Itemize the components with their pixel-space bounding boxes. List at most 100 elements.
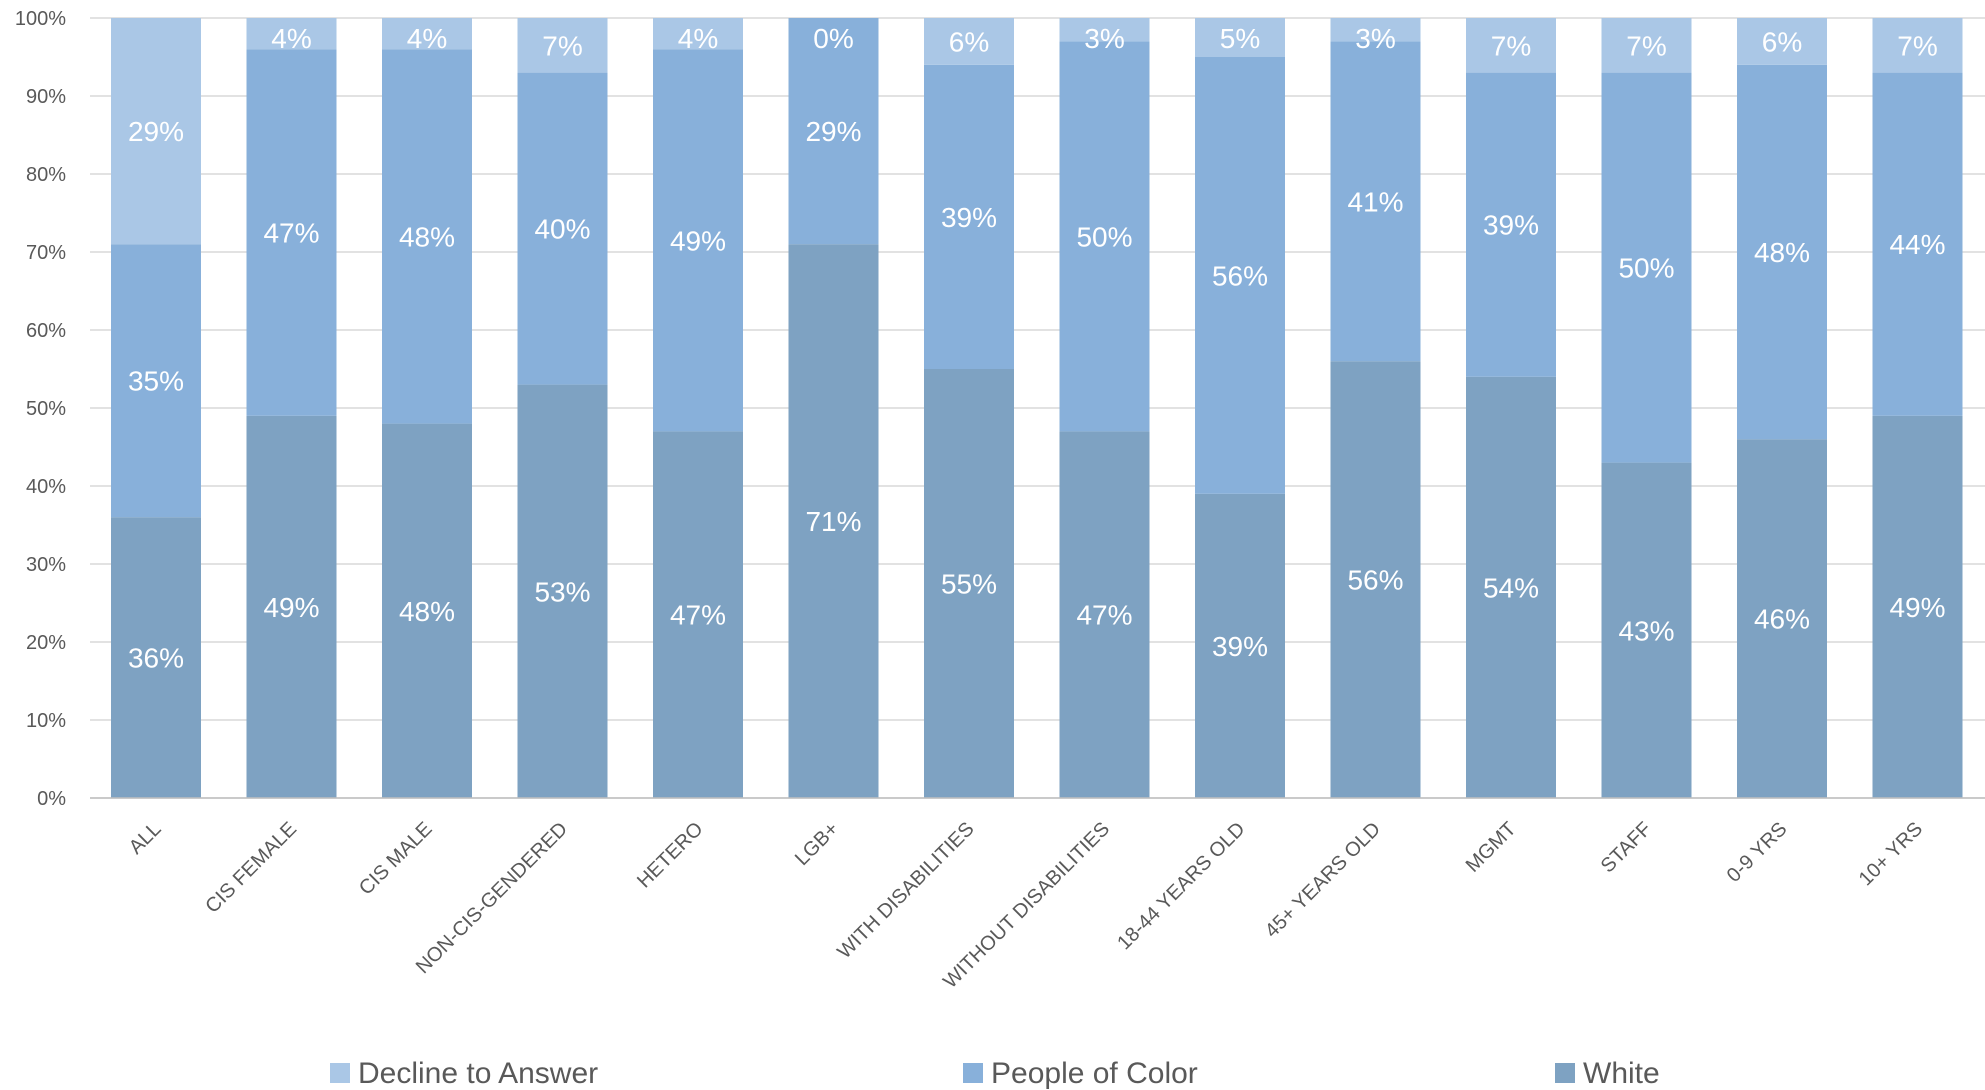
- data-label: 7%: [1491, 30, 1531, 61]
- data-label: 43%: [1618, 615, 1674, 646]
- bar-segment-white: [1059, 431, 1150, 798]
- data-label: 41%: [1347, 186, 1403, 217]
- bar-segment-white: [653, 431, 743, 798]
- data-label: 44%: [1889, 229, 1945, 260]
- bar-segment-decline-to-answer: [517, 18, 608, 73]
- data-label: 50%: [1618, 253, 1674, 284]
- data-label: 39%: [941, 202, 997, 233]
- bar-segment-people-of-color: [788, 18, 879, 245]
- bar-segment-white: [1737, 439, 1827, 798]
- legend-swatch: [963, 1063, 983, 1083]
- data-label: 54%: [1483, 572, 1539, 603]
- data-label: 7%: [1897, 30, 1937, 61]
- data-label: 56%: [1212, 260, 1268, 291]
- bar-segment-decline-to-answer: [1059, 18, 1150, 42]
- data-label: 39%: [1483, 210, 1539, 241]
- bar-segment-decline-to-answer: [653, 18, 743, 50]
- x-category-label: ALL: [125, 818, 166, 859]
- bar-segments: [111, 18, 1963, 798]
- data-label: 7%: [542, 30, 582, 61]
- bar-segment-people-of-color: [517, 72, 608, 385]
- data-label: 48%: [399, 596, 455, 627]
- data-label: 35%: [128, 366, 184, 397]
- bar-segment-people-of-color: [111, 244, 201, 518]
- bar-segment-white: [1872, 415, 1963, 798]
- y-tick-label: 80%: [26, 164, 66, 186]
- y-tick-label: 20%: [26, 632, 66, 654]
- bar-segment-people-of-color: [1601, 72, 1692, 463]
- data-label: 55%: [941, 569, 997, 600]
- bar-segment-decline-to-answer: [1737, 18, 1827, 65]
- y-tick-label: 50%: [26, 398, 66, 420]
- x-category-label: CIS MALE: [355, 818, 437, 900]
- x-category-label: NON-CIS-GENDERED: [412, 818, 572, 978]
- legend-label: Decline to Answer: [358, 1057, 598, 1090]
- data-label: 46%: [1754, 604, 1810, 635]
- bar-segment-people-of-color: [1330, 41, 1421, 362]
- bar-segment-decline-to-answer: [924, 18, 1014, 65]
- bar-segment-decline-to-answer: [1872, 18, 1963, 73]
- data-label: 53%: [534, 576, 590, 607]
- data-label: 3%: [1084, 23, 1124, 54]
- bar-segment-white: [1330, 361, 1421, 798]
- x-category-label: WITH DISABILITIES: [833, 818, 978, 963]
- y-tick-label: 10%: [26, 710, 66, 732]
- bar-segment-white: [246, 415, 337, 798]
- x-category-label: LGB+: [791, 818, 843, 870]
- bar-segment-white: [1601, 462, 1692, 798]
- data-label: 56%: [1347, 565, 1403, 596]
- data-label: 4%: [678, 23, 718, 54]
- data-label: 7%: [1626, 30, 1666, 61]
- y-tick-label: 90%: [26, 86, 66, 108]
- legend: Decline to Answer People of Color White: [330, 1057, 1660, 1090]
- x-category-label: MGMT: [1462, 818, 1521, 877]
- data-label: 4%: [271, 23, 311, 54]
- bar-segment-people-of-color: [1872, 72, 1963, 416]
- data-label: 39%: [1212, 631, 1268, 662]
- bar-segment-decline-to-answer: [1466, 18, 1556, 73]
- data-label: 0%: [813, 23, 853, 54]
- y-tick-label: 70%: [26, 242, 66, 264]
- data-label: 71%: [805, 506, 861, 537]
- bar-segment-decline-to-answer: [1195, 18, 1285, 57]
- bar-segment-people-of-color: [382, 49, 472, 424]
- bar-segment-people-of-color: [246, 49, 337, 416]
- gridlines: [90, 17, 1985, 799]
- data-label: 3%: [1355, 23, 1395, 54]
- bar-segment-white: [788, 244, 879, 798]
- x-category-label: 45+ YEARS OLD: [1261, 818, 1385, 942]
- data-label: 40%: [534, 214, 590, 245]
- data-label: 48%: [399, 221, 455, 252]
- bar-segment-white: [1195, 493, 1285, 798]
- bar-segment-people-of-color: [653, 49, 743, 432]
- bar-segment-white: [517, 384, 608, 798]
- data-labels: 36% 35% 29% 49% 47% 4% 48% 48% 4% 53% 40% 7% 47% 49% 4…: [128, 23, 1946, 674]
- y-tick-label: 100%: [15, 8, 66, 30]
- bar-segment-decline-to-answer: [382, 18, 472, 50]
- x-category-label: CIS FEMALE: [201, 818, 301, 918]
- bar-segment-white: [924, 369, 1014, 798]
- data-label: 6%: [949, 26, 989, 57]
- data-label: 49%: [670, 225, 726, 256]
- bar-segment-people-of-color: [1737, 64, 1827, 440]
- data-label: 49%: [1889, 592, 1945, 623]
- bar-segment-people-of-color: [1059, 41, 1150, 432]
- bar-segment-people-of-color: [1466, 72, 1556, 377]
- data-label: 48%: [1754, 237, 1810, 268]
- legend-swatch: [330, 1063, 350, 1083]
- legend-label: White: [1583, 1057, 1660, 1090]
- bar-segment-decline-to-answer: [246, 18, 337, 50]
- data-label: 47%: [670, 600, 726, 631]
- x-category-label: 18-44 YEARS OLD: [1113, 818, 1249, 954]
- bar-segment-decline-to-answer: [1601, 18, 1692, 73]
- bar-segment-decline-to-answer: [111, 18, 201, 245]
- data-label: 5%: [1220, 23, 1260, 54]
- data-label: 49%: [263, 592, 319, 623]
- x-category-label: 10+ YRS: [1855, 818, 1927, 890]
- y-tick-label: 40%: [26, 476, 66, 498]
- legend-swatch: [1555, 1063, 1575, 1083]
- bar-segment-white: [382, 423, 472, 798]
- bar-segment-decline-to-answer: [1330, 18, 1421, 42]
- data-label: 29%: [805, 116, 861, 147]
